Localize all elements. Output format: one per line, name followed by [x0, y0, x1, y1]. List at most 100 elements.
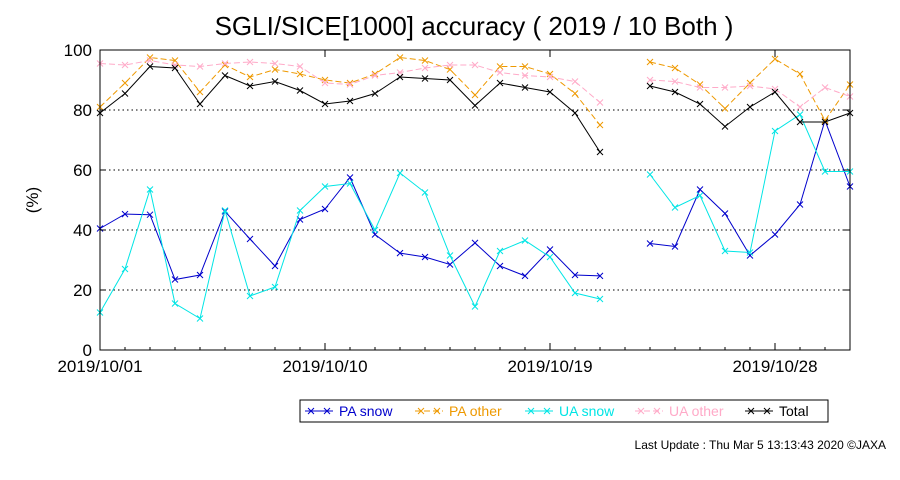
data-point-total: [271, 78, 279, 85]
data-point-pa-other: [496, 63, 504, 70]
data-point-total: [746, 103, 754, 111]
data-point-pa-other: [596, 121, 604, 129]
legend-marker-ua-other: [637, 407, 645, 415]
series-pa-other: [96, 54, 854, 129]
data-point-pa-snow: [671, 243, 679, 250]
data-point-ua-other: [296, 63, 304, 70]
data-point-total: [671, 88, 679, 96]
legend-label-pa-snow: PA snow: [339, 403, 393, 419]
y-tick-label: 20: [73, 281, 92, 300]
data-point-total: [321, 100, 329, 108]
data-point-pa-other: [296, 70, 304, 78]
data-point-pa-other: [796, 70, 804, 78]
data-point-pa-snow: [196, 271, 204, 279]
legend-marker-total: [747, 407, 755, 415]
data-point-ua-snow: [246, 292, 254, 300]
x-tick-label: 2019/10/10: [282, 357, 367, 376]
data-point-pa-snow: [446, 261, 454, 268]
data-point-ua-snow: [471, 303, 479, 310]
series-line-ua-snow: [99, 113, 850, 320]
data-point-total: [121, 90, 129, 97]
data-point-ua-other: [646, 76, 654, 84]
y-tick-label: 60: [73, 161, 92, 180]
data-point-total: [771, 88, 779, 96]
data-point-ua-other: [146, 57, 154, 64]
axes: 0 20 40 60 80 100 2019/10/01 2019/10/10 2019/10/…: [57, 41, 851, 376]
data-point-ua-snow: [571, 289, 579, 297]
data-point-total: [721, 123, 729, 130]
legend-marker-total: [763, 407, 771, 415]
data-point-pa-other: [421, 57, 429, 64]
data-point-pa-other: [646, 58, 654, 66]
y-axis-label: (%): [23, 187, 42, 213]
data-point-total: [471, 102, 479, 109]
data-point-ua-snow: [271, 283, 279, 291]
x-tick-label: 2019/10/19: [507, 357, 592, 376]
data-point-pa-snow: [546, 246, 554, 253]
data-point-ua-other: [571, 78, 579, 85]
data-point-ua-other: [521, 72, 529, 79]
data-point-ua-other: [446, 61, 454, 69]
data-point-pa-snow: [396, 249, 404, 257]
data-point-ua-snow: [546, 253, 554, 261]
data-point-ua-other: [196, 63, 204, 70]
data-point-pa-other: [571, 90, 579, 97]
data-point-ua-snow: [221, 207, 229, 214]
data-point-ua-snow: [346, 180, 354, 187]
data-point-pa-snow: [771, 231, 779, 238]
x-tick-label: 2019/10/28: [732, 357, 817, 376]
data-point-total: [571, 109, 579, 117]
legend-marker-ua-snow: [527, 407, 535, 415]
data-point-ua-snow: [421, 189, 429, 196]
data-point-ua-snow: [796, 111, 804, 118]
data-point-ua-other: [221, 60, 229, 67]
data-point-pa-snow: [596, 272, 604, 280]
data-point-total: [396, 73, 404, 81]
data-point-pa-other: [721, 105, 729, 112]
data-point-pa-snow: [721, 210, 729, 217]
data-point-pa-other: [471, 91, 479, 99]
data-point-ua-other: [246, 58, 254, 66]
last-update-text: Last Update : Thu Mar 5 13:13:43 2020 ©J…: [634, 438, 886, 452]
data-point-ua-other: [596, 99, 604, 106]
legend-marker-pa-snow: [307, 407, 315, 415]
data-point-total: [821, 118, 829, 126]
data-point-pa-snow: [171, 276, 179, 283]
legend-marker-ua-snow: [543, 407, 551, 415]
data-point-pa-snow: [246, 235, 254, 243]
data-point-ua-other: [821, 84, 829, 91]
data-point-pa-other: [146, 54, 154, 61]
series-ua-other: [96, 57, 854, 111]
data-point-pa-snow: [146, 211, 154, 219]
data-point-pa-snow: [646, 240, 654, 247]
data-point-ua-snow: [646, 171, 654, 178]
data-point-pa-other: [246, 73, 254, 81]
legend-box: [299, 399, 829, 423]
data-point-pa-other: [771, 55, 779, 63]
data-point-pa-snow: [796, 201, 804, 208]
data-point-ua-other: [796, 103, 804, 111]
y-tick-label: 80: [73, 101, 92, 120]
data-point-total: [421, 75, 429, 82]
legend: PA snow PA other UA snow UA other Total: [299, 399, 829, 423]
x-tick-label: 2019/10/01: [57, 357, 142, 376]
series-pa-snow: [96, 117, 854, 283]
data-point-ua-snow: [321, 183, 329, 190]
data-point-total: [171, 64, 179, 72]
data-point-ua-other: [546, 73, 554, 81]
data-point-pa-snow: [471, 239, 479, 247]
data-point-pa-snow: [521, 272, 529, 280]
data-point-pa-other: [271, 66, 279, 73]
data-point-ua-other: [421, 64, 429, 72]
data-point-ua-other: [271, 60, 279, 67]
data-point-pa-other: [546, 70, 554, 78]
data-point-total: [296, 87, 304, 94]
series-line-total: [99, 65, 851, 153]
series-ua-snow: [96, 111, 854, 322]
data-point-total: [246, 82, 254, 90]
data-point-ua-other: [746, 82, 754, 90]
data-point-pa-other: [696, 81, 704, 88]
series-layer: [96, 54, 854, 322]
data-point-ua-other: [771, 85, 779, 93]
